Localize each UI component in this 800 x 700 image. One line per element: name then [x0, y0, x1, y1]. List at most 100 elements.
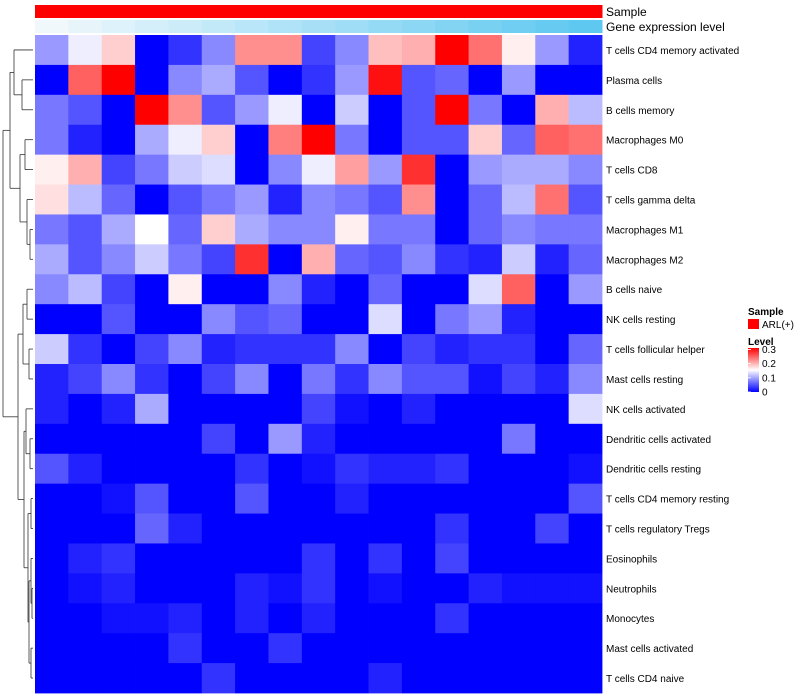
heatmap-cell: [135, 214, 169, 245]
heatmap-cell: [468, 184, 503, 215]
heatmap-cell: [535, 334, 570, 365]
heatmap-cell: [35, 64, 69, 96]
heatmap-cell: [268, 513, 303, 544]
heatmap-cell: [68, 663, 103, 694]
heatmap-cell: [168, 184, 203, 215]
heatmap-cell: [501, 633, 536, 664]
heatmap-cell: [168, 393, 203, 425]
heatmap-cell: [268, 274, 303, 305]
heatmap-cell: [468, 304, 503, 335]
heatmap-cell: [335, 364, 369, 395]
heatmap-cell: [501, 513, 536, 544]
heatmap-cell: [301, 124, 336, 156]
heatmap-cell: [501, 393, 536, 425]
heatmap-cell: [301, 304, 336, 335]
sample-legend-swatch: [748, 319, 759, 329]
sample-legend: Sample ARL(+): [748, 307, 794, 331]
row-label: Neutrophils: [606, 584, 657, 595]
heatmap-cell: [235, 184, 269, 215]
sample-annotation-track: [35, 5, 603, 18]
heatmap-cell: [135, 453, 169, 485]
heatmap-cell: [68, 94, 103, 126]
heatmap-cell: [268, 184, 303, 215]
heatmap-cell: [301, 64, 336, 96]
heatmap-cell: [168, 603, 203, 634]
heatmap-cell: [501, 423, 536, 455]
level-legend-tick-label: 0.2: [762, 359, 776, 370]
heatmap-cell: [501, 64, 536, 96]
heatmap-cell: [468, 334, 503, 365]
heatmap-cell: [68, 393, 103, 425]
heatmap-cell: [268, 304, 303, 335]
heatmap-cell: [535, 124, 570, 156]
heatmap-cell: [68, 184, 103, 215]
heatmap-cell: [568, 573, 603, 604]
heatmap-cell: [535, 364, 570, 395]
heatmap-cell: [335, 603, 369, 634]
gene-expression-annotation-cell: [401, 20, 436, 33]
heatmap-cell: [135, 364, 169, 395]
heatmap-cell: [68, 423, 103, 455]
heatmap-cell: [101, 663, 136, 694]
heatmap-cell: [235, 483, 269, 514]
heatmap-cell: [68, 633, 103, 664]
heatmap-cell: [301, 274, 336, 305]
heatmap-cell: [368, 663, 403, 694]
heatmap-cell: [435, 184, 469, 215]
heatmap-cell: [335, 154, 369, 185]
heatmap-cell: [201, 64, 236, 96]
heatmap-cell: [535, 244, 570, 275]
heatmap-cell: [35, 244, 69, 275]
sample-annotation-cell: [68, 5, 103, 18]
heatmap-cell: [568, 423, 603, 455]
heatmap-cell: [468, 633, 503, 664]
sample-annotation-cell: [568, 5, 603, 18]
heatmap-cell: [235, 304, 269, 335]
heatmap-cell: [468, 393, 503, 425]
heatmap-cell: [468, 214, 503, 245]
heatmap-cell: [35, 184, 69, 215]
gene-expression-annotation-track: [35, 20, 603, 33]
heatmap-cell: [335, 214, 369, 245]
heatmap-cell: [35, 214, 69, 245]
sample-annotation-cell: [135, 5, 169, 18]
heatmap-cell: [568, 274, 603, 305]
heatmap-cell: [568, 543, 603, 574]
sample-annotation-cell: [235, 5, 269, 18]
heatmap-cell: [168, 453, 203, 485]
row-label: Eosinophils: [606, 554, 657, 565]
heatmap-cell: [135, 64, 169, 96]
heatmap-cell: [268, 124, 303, 156]
heatmap-cell: [235, 573, 269, 604]
gene-expression-annotation-cell: [301, 20, 336, 33]
heatmap-cell: [135, 334, 169, 365]
heatmap-cell: [335, 64, 369, 96]
gene-expression-annotation-cell: [135, 20, 169, 33]
heatmap-cell: [468, 64, 503, 96]
heatmap-cell: [401, 154, 436, 185]
heatmap-cell: [535, 573, 570, 604]
row-label: B cells memory: [606, 106, 674, 117]
heatmap-cell: [101, 573, 136, 604]
heatmap-cell: [435, 364, 469, 395]
heatmap-cell: [401, 184, 436, 215]
heatmap-cell: [201, 124, 236, 156]
heatmap-cell: [568, 453, 603, 485]
heatmap-cell: [168, 663, 203, 694]
heatmap-cell: [168, 274, 203, 305]
heatmap-cell: [501, 35, 536, 66]
heatmap-cell: [35, 274, 69, 305]
heatmap-cell: [101, 35, 136, 66]
sample-annotation-cell: [368, 5, 403, 18]
row-label: Mast cells activated: [606, 644, 693, 655]
heatmap-cell: [101, 334, 136, 365]
heatmap-cell: [401, 274, 436, 305]
heatmap-cell: [68, 154, 103, 185]
heatmap-cell: [168, 543, 203, 574]
heatmap-cell: [401, 663, 436, 694]
heatmap-cell: [301, 393, 336, 425]
gene-expression-annotation-cell: [35, 20, 69, 33]
heatmap-cell: [401, 334, 436, 365]
heatmap-cell: [501, 663, 536, 694]
heatmap-cell: [201, 543, 236, 574]
